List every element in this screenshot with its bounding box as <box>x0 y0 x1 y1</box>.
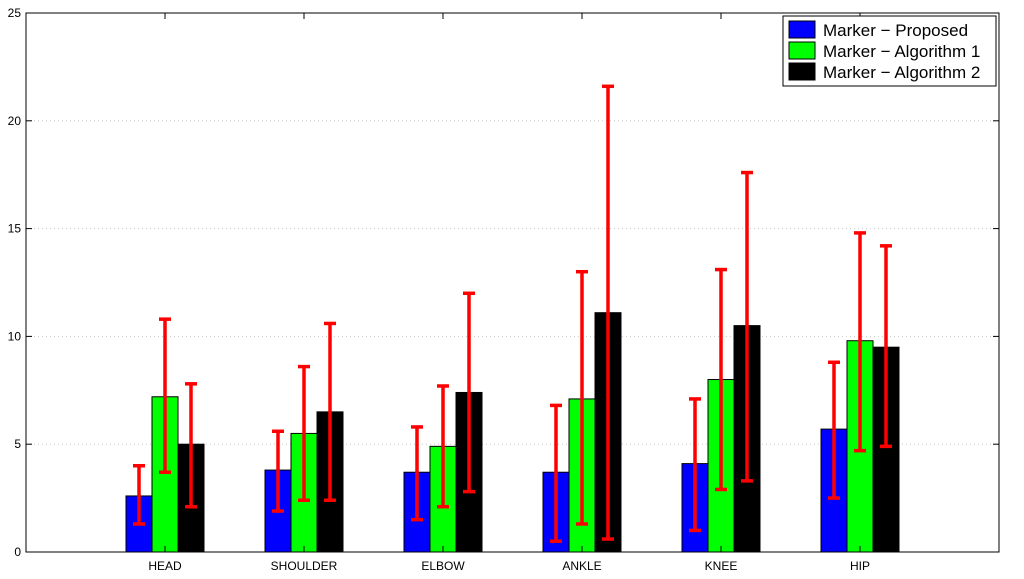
x-tick-label: KNEE <box>705 559 738 573</box>
legend: Marker − Proposed Marker − Algorithm 1 Mar… <box>782 15 997 87</box>
legend-label: Marker − Algorithm 2 <box>823 63 980 82</box>
axis-ticks: 0 5 10 15 20 25 HEAD SHOULDER ELBOW ANKLE KNEE HIP <box>8 6 999 573</box>
y-tick-label: 15 <box>8 222 22 236</box>
y-tick-label: 0 <box>14 545 21 559</box>
plot-area-frame <box>25 12 1000 553</box>
legend-swatch <box>788 20 816 39</box>
x-tick-label: HIP <box>850 559 870 573</box>
y-tick-label: 20 <box>8 114 22 128</box>
y-tick-label: 5 <box>14 437 21 451</box>
legend-swatch <box>788 41 816 60</box>
y-tick-label: 10 <box>8 329 22 343</box>
error-bars <box>133 84 892 543</box>
x-tick-label: ELBOW <box>421 559 465 573</box>
y-tick-label: 25 <box>8 6 22 20</box>
legend-label: Marker − Proposed <box>823 21 968 40</box>
legend-box <box>782 15 997 87</box>
bars <box>125 312 900 553</box>
x-tick-label: SHOULDER <box>271 559 338 573</box>
legend-swatch <box>788 62 816 81</box>
legend-label: Marker − Algorithm 1 <box>823 42 980 61</box>
x-tick-label: HEAD <box>148 559 182 573</box>
x-tick-label: ANKLE <box>562 559 601 573</box>
